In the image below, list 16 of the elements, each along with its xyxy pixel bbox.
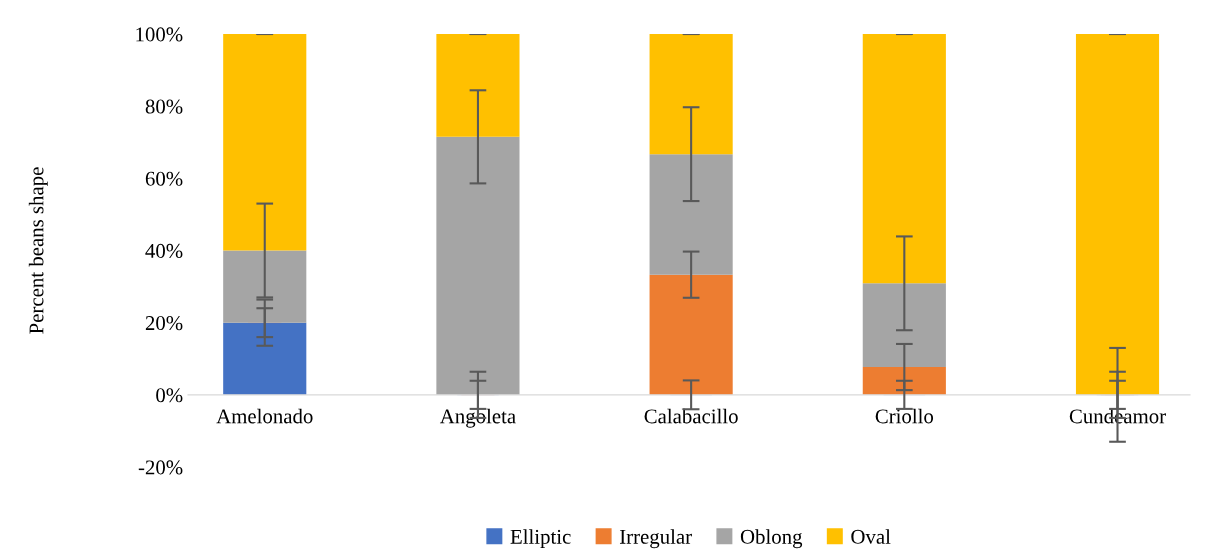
x-tick-label: Amelonado [216,408,313,424]
y-tick-label: 40% [145,243,183,258]
legend-label: Irregular [619,529,692,549]
y-tick-label: 60% [145,171,183,186]
x-tick-label: Criollo [875,408,934,424]
legend-label: Oblong [740,529,803,549]
y-tick-label: -20% [138,460,183,475]
y-axis-title: Percent beans shape [28,167,48,334]
y-tick-label: 0% [156,388,183,403]
legend-label: Oval [851,529,891,544]
y-tick-label: 80% [145,99,183,114]
x-tick-label: Calabacillo [644,408,738,424]
legend-label: Elliptic [510,529,571,549]
x-tick-label: Angoleta [439,408,516,428]
y-tick-label: 20% [145,316,183,331]
y-tick-label: 100% [136,27,183,42]
